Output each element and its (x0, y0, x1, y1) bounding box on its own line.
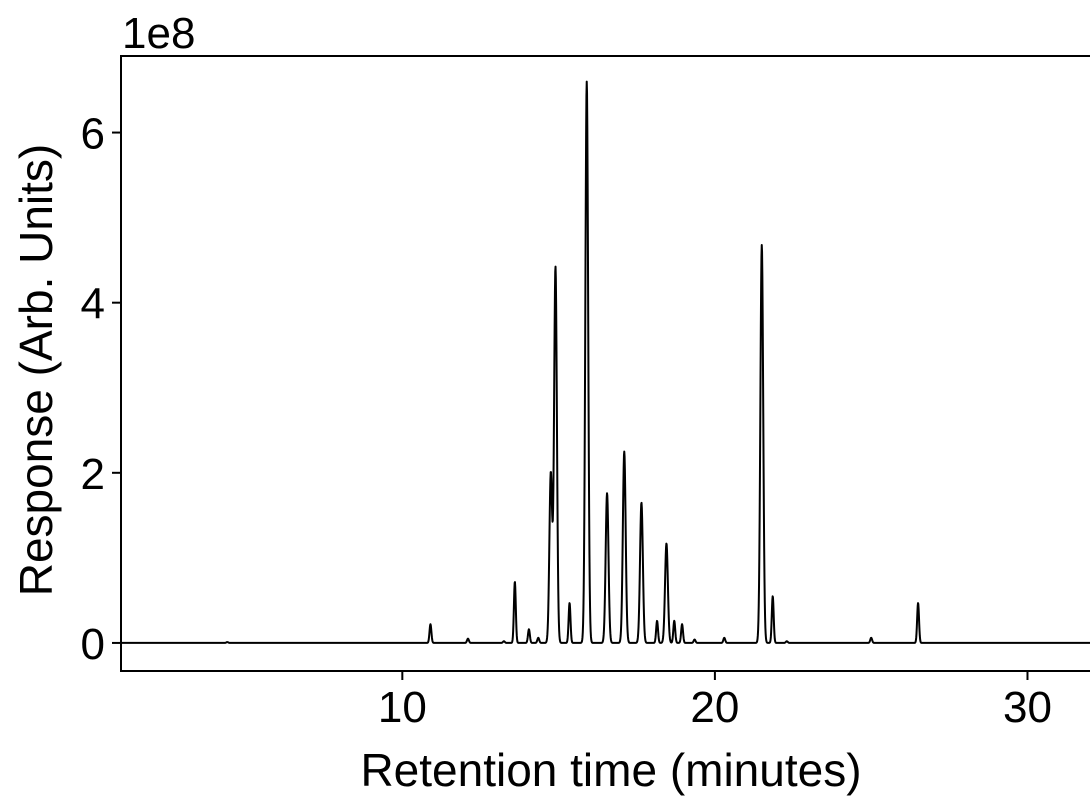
plot-border (120, 55, 1090, 672)
y-tick-label: 2 (81, 450, 105, 499)
y-tick-label: 0 (81, 620, 105, 669)
y-axis-title: Response (Arb. Units) (10, 144, 62, 597)
trace-group (120, 80, 1090, 644)
y-tick-label: 4 (81, 280, 105, 329)
plot-frame (120, 55, 1090, 672)
y-axis: 0 2 4 6 (81, 110, 121, 669)
y-tick-label: 6 (81, 110, 105, 159)
x-axis-title: Retention time (minutes) (360, 744, 861, 796)
x-axis: 10 20 30 (378, 671, 1052, 732)
series-line (120, 80, 1090, 644)
x-tick-label: 10 (378, 683, 427, 732)
x-tick-label: 30 (1003, 683, 1052, 732)
x-tick-label: 20 (690, 683, 739, 732)
y-offset-label: 1e8 (122, 9, 195, 58)
